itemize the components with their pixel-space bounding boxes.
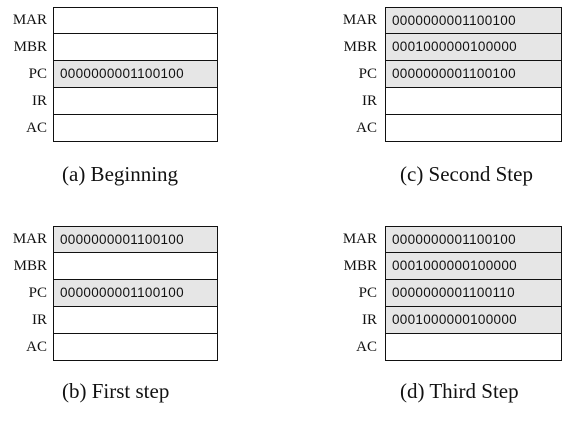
register-value [385,88,562,115]
register-label: PC [358,285,377,301]
register-label: AC [26,120,47,136]
register-value: 0001000000100000 [385,34,562,61]
register-label: IR [362,93,377,109]
register-label: IR [362,312,377,328]
register-value [53,34,218,61]
register-value: 0000000001100100 [385,61,562,88]
register-label: MBR [13,258,47,274]
register-value: 0000000001100100 [53,61,218,88]
register-label: MAR [342,12,377,28]
register-value [53,7,218,34]
panel-d-caption: (d) Third Step [400,379,519,403]
register-label: MBR [343,39,377,55]
register-label: AC [356,339,377,355]
register-value [53,334,218,361]
register-value [53,307,218,334]
panel-a-caption: (a) Beginning [62,162,179,186]
register-value [53,253,218,280]
register-value [53,88,218,115]
register-value [53,115,218,142]
register-value: 0001000000100000 [385,253,562,280]
register-label: IR [32,93,47,109]
register-label: PC [28,285,47,301]
register-value: 0001000000100000 [385,307,562,334]
panel-c-caption: (c) Second Step [400,162,533,186]
register-value: 0000000001100110 [385,280,562,307]
register-value: 0000000001100100 [53,226,218,253]
register-label: MAR [12,231,47,247]
register-value [385,115,562,142]
register-value: 0000000001100100 [385,226,562,253]
register-label: PC [28,66,47,82]
register-label: PC [358,66,377,82]
register-label: MBR [343,258,377,274]
register-label: MBR [13,39,47,55]
register-label: MAR [342,231,377,247]
register-label: AC [356,120,377,136]
register-value [385,334,562,361]
register-value: 0000000001100100 [385,7,562,34]
register-value: 0000000001100100 [53,280,218,307]
register-label: MAR [12,12,47,28]
register-label: AC [26,339,47,355]
register-label: IR [32,312,47,328]
panel-b-caption: (b) First step [62,379,170,403]
